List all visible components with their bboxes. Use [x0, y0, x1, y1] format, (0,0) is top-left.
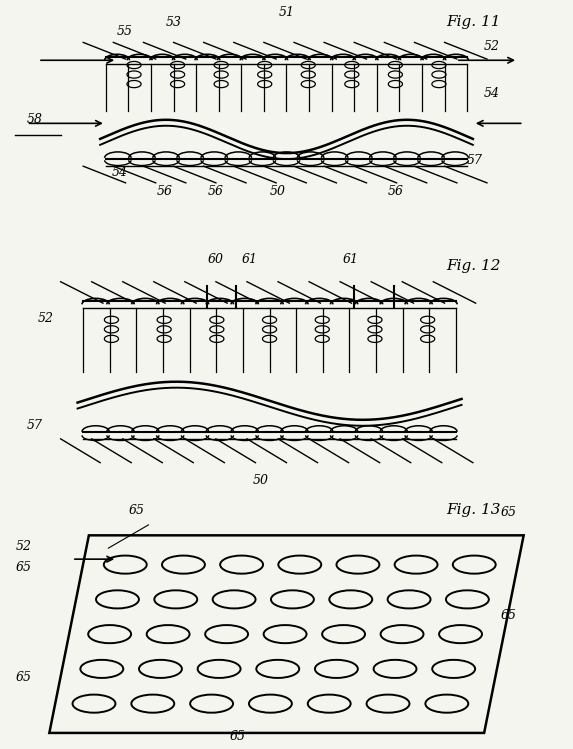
Text: 52: 52	[15, 539, 32, 553]
Text: 60: 60	[207, 252, 223, 266]
Text: 56: 56	[156, 185, 172, 198]
Text: 61: 61	[241, 252, 257, 266]
Text: 54: 54	[484, 87, 500, 100]
Text: 53: 53	[166, 16, 182, 28]
Text: Fig. 13: Fig. 13	[446, 503, 501, 517]
Text: 56: 56	[388, 185, 404, 198]
Text: 54: 54	[112, 166, 127, 179]
Text: 65: 65	[15, 561, 32, 574]
Text: 55: 55	[117, 25, 133, 38]
Text: Fig. 12: Fig. 12	[446, 259, 501, 273]
Text: 52: 52	[484, 40, 500, 52]
Text: 65: 65	[230, 730, 246, 743]
Text: 65: 65	[501, 506, 517, 519]
Text: 65: 65	[501, 609, 517, 622]
Text: 58: 58	[27, 113, 43, 127]
Text: 61: 61	[343, 252, 359, 266]
Text: 51: 51	[278, 6, 295, 19]
Text: 57: 57	[27, 419, 43, 432]
Text: 57: 57	[467, 154, 483, 167]
Text: 65: 65	[128, 504, 144, 517]
Text: Fig. 11: Fig. 11	[446, 15, 501, 28]
Text: 52: 52	[38, 312, 54, 325]
Text: 56: 56	[207, 185, 223, 198]
Text: 50: 50	[253, 474, 269, 487]
Text: 50: 50	[269, 185, 285, 198]
Text: 65: 65	[15, 670, 32, 684]
